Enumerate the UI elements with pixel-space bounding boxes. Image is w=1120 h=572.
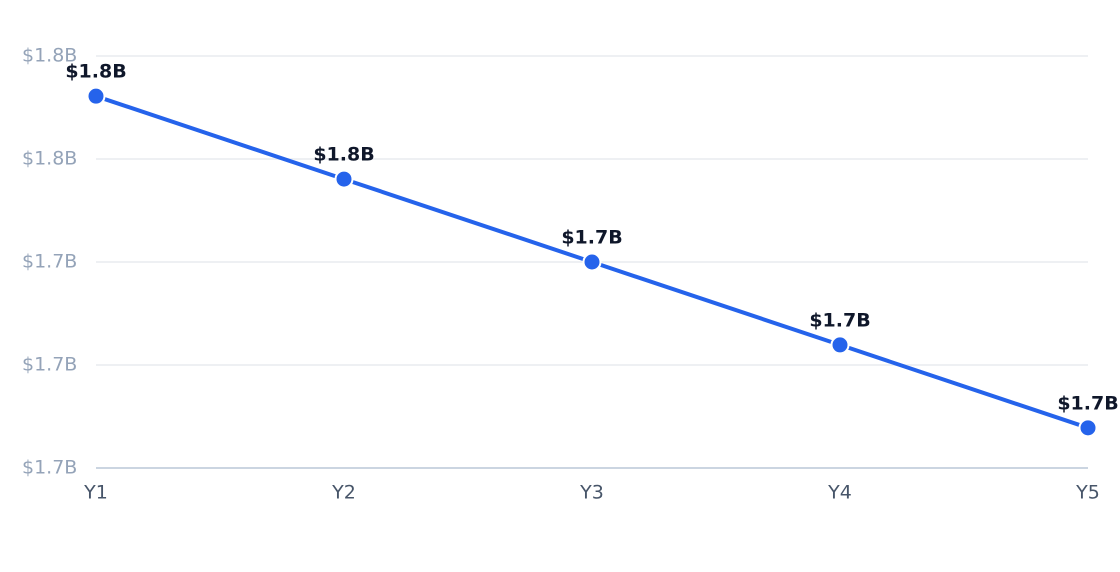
data-label: $1.7B <box>561 227 622 249</box>
point <box>830 335 850 355</box>
data-label: $1.8B <box>65 61 126 83</box>
x-tick-label: Y5 <box>1075 482 1100 504</box>
x-tick-label: Y2 <box>331 482 356 504</box>
data-label: $1.7B <box>1057 392 1118 414</box>
y-tick-label: $1.7B <box>22 354 77 376</box>
point <box>1078 418 1098 438</box>
data-label: $1.7B <box>809 309 870 331</box>
point <box>334 169 354 189</box>
x-tick-label: Y4 <box>827 482 852 504</box>
y-tick-label: $1.8B <box>22 148 77 170</box>
y-tick-label: $1.7B <box>22 251 77 273</box>
y-tick-label: $1.8B <box>22 45 77 67</box>
x-tick-label: Y1 <box>83 482 108 504</box>
point <box>582 252 602 272</box>
x-tick-label: Y3 <box>579 482 604 504</box>
y-tick-label: $1.7B <box>22 457 77 479</box>
point <box>86 86 106 106</box>
data-label: $1.8B <box>313 144 374 166</box>
